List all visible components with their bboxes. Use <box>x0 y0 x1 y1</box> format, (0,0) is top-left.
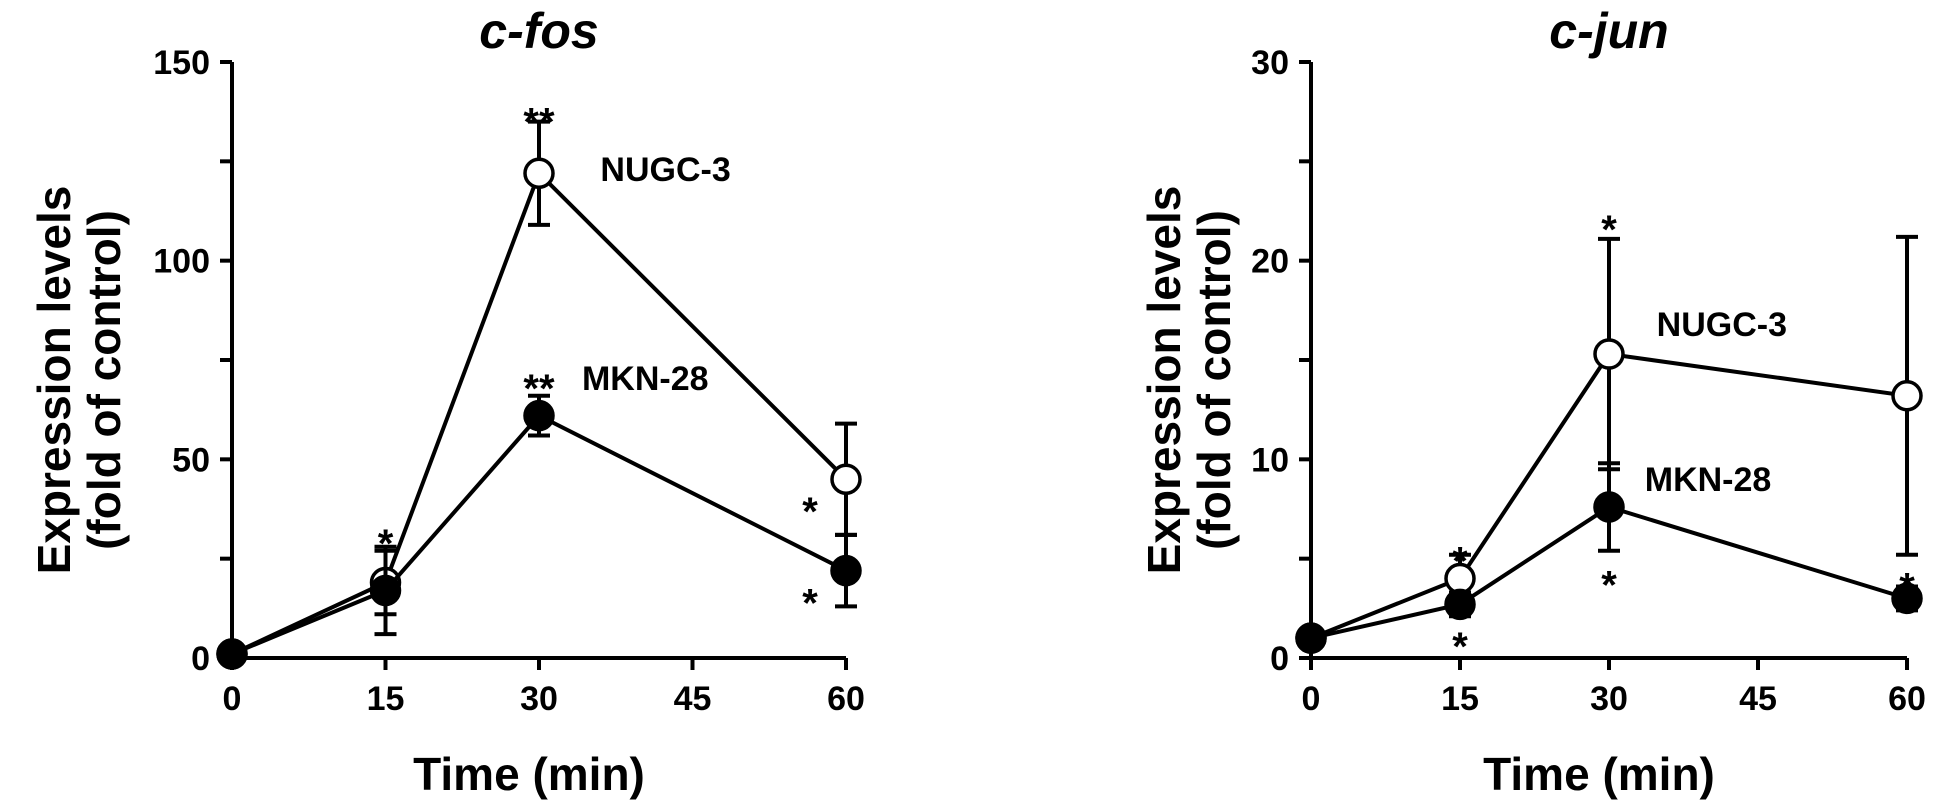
y-axis-label-line: (fold of control) <box>78 210 130 550</box>
data-point <box>523 157 555 190</box>
data-point <box>216 638 248 670</box>
series-label: MKN-28 <box>1645 461 1772 499</box>
data-point <box>1891 582 1923 615</box>
x-tick-label: 45 <box>1739 680 1777 718</box>
x-tick-label: 15 <box>367 680 405 718</box>
data-point <box>1593 338 1625 370</box>
y-tick-label: 0 <box>1270 640 1289 678</box>
significance-marker: * <box>378 522 394 566</box>
significance-marker: ** <box>523 367 555 411</box>
y-tick-label: 100 <box>153 243 210 281</box>
y-tick-label: 50 <box>172 441 210 479</box>
chart-title: c-jun <box>1549 3 1668 59</box>
significance-marker: * <box>1452 625 1468 669</box>
x-axis-label: Time (min) <box>1483 748 1715 800</box>
significance-marker: * <box>1899 566 1915 610</box>
series-line <box>231 413 847 656</box>
y-tick-label: 0 <box>191 640 210 678</box>
series-label: NUGC-3 <box>600 151 730 189</box>
series-NUGC-3: NUGC-3 <box>1295 234 1923 654</box>
y-tick-label: 10 <box>1251 441 1289 479</box>
data-point <box>369 574 402 607</box>
series-line <box>1310 351 1908 640</box>
series-label: MKN-28 <box>582 360 709 398</box>
x-tick-label: 0 <box>223 680 242 718</box>
data-point <box>1444 588 1476 621</box>
chart-panel-c-jun: 0 10 20 30 0 15 30 45 60 c-jun Time (min) Expressio… <box>1138 3 1926 800</box>
data-point <box>830 463 862 495</box>
x-axis-label: Time (min) <box>413 748 645 800</box>
x-tick-label: 0 <box>1302 680 1321 718</box>
y-axis-label-line: Expression levels <box>28 186 80 575</box>
data-point <box>523 399 555 432</box>
significance-marker: ** <box>523 101 555 145</box>
y-tick-label: 150 <box>153 44 210 82</box>
series-MKN-28: MKN-28 <box>216 360 862 670</box>
y-axis-label-line: (fold of control) <box>1188 210 1240 550</box>
x-tick-label: 15 <box>1441 680 1479 718</box>
significance-marker: * <box>802 490 818 534</box>
data-point <box>830 554 862 587</box>
y-tick-label: 30 <box>1251 44 1289 82</box>
y-axis-label-line: Expression levels <box>1138 186 1190 575</box>
y-tick-label: 20 <box>1251 243 1289 281</box>
x-tick-label: 60 <box>1888 680 1926 718</box>
chart-panel-c-fos: 0 50 100 150 0 15 30 45 60 c-fos Time (min) Express… <box>28 3 865 800</box>
data-point <box>1295 622 1327 654</box>
x-tick-label: 30 <box>520 680 558 718</box>
significance-marker: * <box>1452 540 1468 584</box>
x-tick-label: 30 <box>1590 680 1628 718</box>
x-tick-label: 60 <box>827 680 865 718</box>
series-line <box>1310 504 1908 641</box>
chart-title: c-fos <box>479 3 598 59</box>
significance-marker: * <box>802 581 818 625</box>
x-tick-label: 45 <box>674 680 712 718</box>
series-line <box>231 169 848 656</box>
series-MKN-28: MKN-28 <box>1295 461 1923 654</box>
significance-marker: * <box>1601 208 1617 252</box>
data-point <box>1593 491 1625 523</box>
significance-marker: * <box>1601 564 1617 608</box>
series-label: NUGC-3 <box>1657 306 1787 344</box>
data-point <box>1891 380 1923 412</box>
